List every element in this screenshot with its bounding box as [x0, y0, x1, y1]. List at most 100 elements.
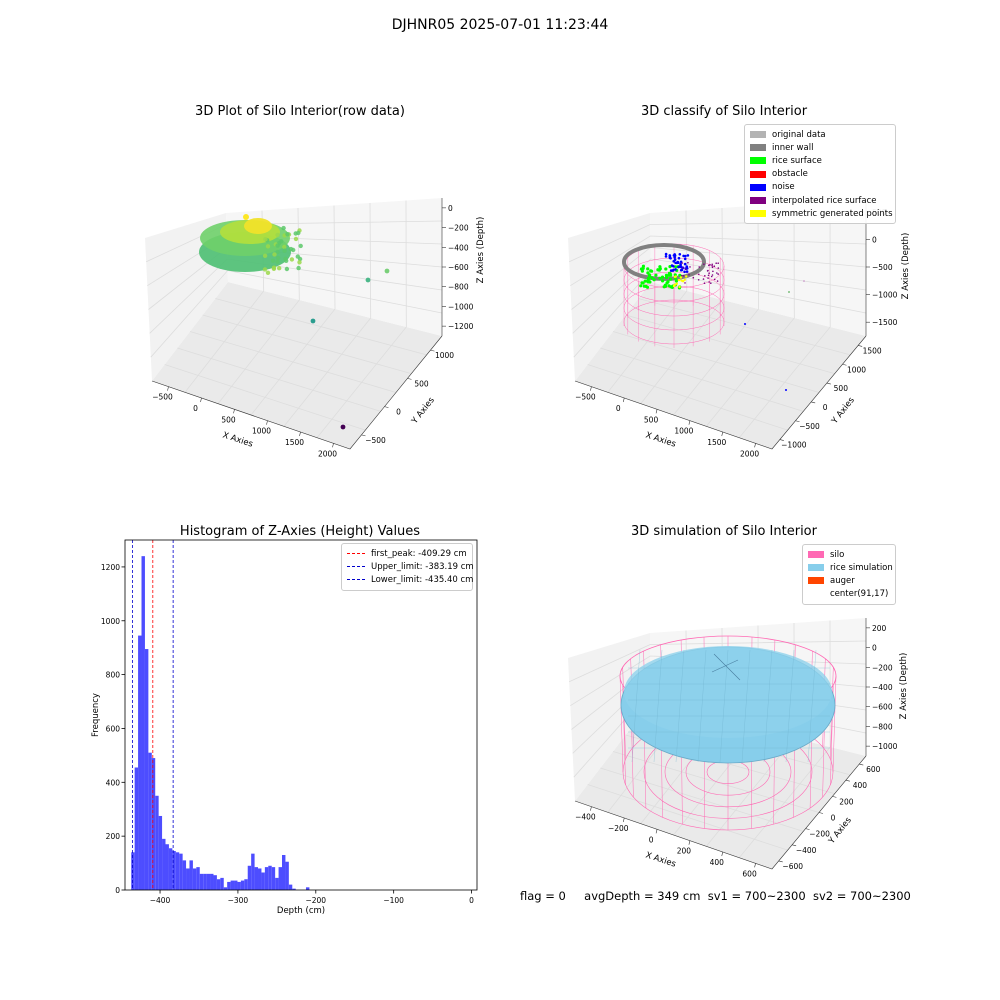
- axis-edge: [151, 335, 443, 450]
- rice-surface-point: [668, 277, 673, 281]
- z-tick-label: −600: [448, 263, 469, 272]
- interp-point: [698, 273, 700, 276]
- x-tick-label: −300: [228, 896, 249, 905]
- raw-scatter-point: [277, 266, 282, 271]
- histogram-bar: [220, 877, 224, 890]
- grid-line: [316, 200, 407, 438]
- pane-floor: [152, 282, 442, 449]
- y-axis-label: Frequency: [91, 693, 101, 737]
- histogram-bar: [179, 853, 183, 890]
- interp-point: [698, 266, 700, 268]
- x-tick-label: −400: [150, 896, 171, 905]
- y-tick-label: 0: [396, 408, 401, 417]
- interp-point: [707, 274, 710, 277]
- x-tick-label: 0: [469, 896, 474, 905]
- legend-label: Lower_limit: -435.40 cm: [371, 574, 474, 585]
- histogram-bar: [196, 867, 200, 890]
- z-tick-label: −1000: [448, 302, 474, 311]
- y-tick-label: 600: [106, 724, 121, 733]
- legend-entry-noise: noise: [750, 181, 890, 194]
- histogram-bar: [151, 758, 156, 890]
- rice-surface-point: [658, 276, 662, 280]
- histogram-bar: [206, 873, 211, 890]
- histogram-bar: [237, 881, 241, 890]
- raw-scatter-point: [262, 253, 268, 258]
- histogram-bar: [186, 868, 190, 890]
- histogram-bar: [172, 850, 176, 890]
- y-tick: [361, 434, 366, 437]
- raw-scatter-point: [275, 232, 280, 238]
- noise-point: [679, 268, 683, 272]
- legend-entry-silo: silo: [808, 548, 890, 561]
- raw-scatter-point: [284, 258, 289, 263]
- rice-mesh-line: [653, 649, 663, 763]
- noise-point: [673, 253, 676, 256]
- y-tick-label: 1500: [863, 346, 882, 355]
- interp-point: [697, 279, 700, 281]
- raw-outlier-point: [340, 424, 346, 430]
- x-tick: [688, 420, 691, 425]
- histogram-bar: [155, 795, 159, 890]
- legend-line: [347, 553, 365, 555]
- x-tick: [622, 817, 625, 823]
- noise-point: [668, 254, 672, 258]
- center-marker: [711, 659, 739, 673]
- legend-label: Upper_limit: -383.19 cm: [371, 561, 474, 572]
- legend-entry-obstacle: obstacle: [750, 168, 890, 181]
- y-tick: [805, 828, 810, 830]
- interp-point: [682, 275, 685, 277]
- raw-scatter-point: [295, 254, 300, 259]
- interp-point: [717, 273, 719, 275]
- y-tick-label: 1000: [847, 365, 866, 374]
- rice-surface-point: [660, 275, 665, 279]
- legend-label: first_peak: -409.29 cm: [371, 548, 467, 559]
- raw-scatter-point: [281, 225, 286, 231]
- pane-floor: [575, 282, 866, 449]
- x-axis-label: X Axies: [221, 430, 254, 449]
- y-tick: [384, 406, 389, 408]
- y-tick-label: −600: [782, 862, 803, 871]
- classify-legend: original data inner wall rice surface ob…: [744, 124, 896, 225]
- noise-point: [674, 268, 677, 271]
- noise-point: [672, 260, 675, 263]
- histogram-bar: [292, 888, 296, 890]
- raw-scatter-point: [272, 252, 277, 257]
- noise-point: [684, 254, 687, 258]
- legend-label: inner wall: [772, 142, 814, 153]
- legend-label: center(91,17): [830, 589, 889, 600]
- histogram-bar: [134, 767, 139, 890]
- interp-point: [684, 282, 686, 284]
- interp-point: [681, 274, 683, 277]
- interp-point: [713, 265, 716, 268]
- symmetric-point: [672, 284, 676, 288]
- noise-point: [685, 270, 689, 273]
- rice-mesh-line: [675, 649, 685, 763]
- legend-patch: [750, 131, 766, 139]
- rice-mesh-line: [763, 649, 773, 763]
- noise-point: [674, 261, 677, 265]
- histogram-bar: [203, 873, 207, 890]
- noise-point: [664, 255, 668, 258]
- x-tick: [299, 431, 301, 437]
- y-tick-label: 800: [106, 671, 121, 680]
- y-tick-label: 0: [823, 403, 828, 412]
- legend-label: rice simulation: [830, 562, 893, 573]
- pane-left: [568, 633, 651, 801]
- z-tick-label: 0: [448, 204, 453, 213]
- interp-point: [709, 264, 711, 266]
- x-tick-label: 1000: [252, 427, 271, 436]
- z-tick-label: −1000: [872, 742, 898, 751]
- interp-point: [715, 262, 717, 265]
- rice-surface-point: [665, 281, 669, 285]
- histogram-bar: [131, 852, 135, 890]
- raw-scatter-point: [262, 267, 268, 272]
- y-tick-label: 200: [839, 797, 854, 806]
- y-tick-label: 1000: [435, 351, 454, 360]
- legend-patch: [750, 170, 766, 178]
- z-axis-label: Z Axies (Depth): [476, 217, 486, 284]
- y-tick: [430, 349, 435, 352]
- x-tick-label: 1500: [707, 438, 726, 447]
- y-tick: [832, 796, 837, 798]
- histogram-bar: [268, 865, 272, 890]
